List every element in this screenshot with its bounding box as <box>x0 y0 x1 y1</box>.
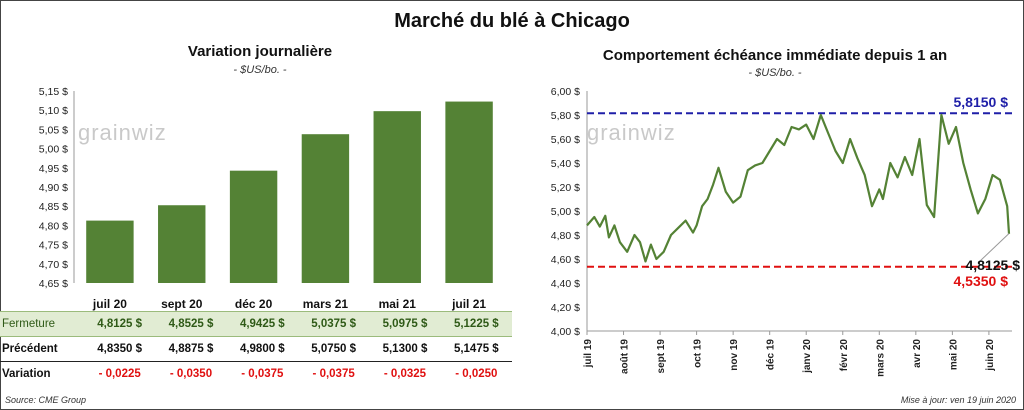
y-tick-label: 4,80 $ <box>551 230 580 242</box>
bar <box>86 220 134 283</box>
bar <box>158 205 206 283</box>
max-value-label: 5,8150 $ <box>954 94 1009 110</box>
x-tick-label: juin 20 <box>985 339 996 372</box>
right-chart-title: Comportement échéance immédiate depuis 1… <box>602 47 948 64</box>
prices-table: Fermeture 4,8125 $ 4,8525 $ 4,9425 $ 5,0… <box>0 311 512 386</box>
x-tick-label: juil 20 <box>92 297 127 311</box>
y-tick-label: 4,80 $ <box>39 220 68 232</box>
cell-value: - 0,0250 <box>440 361 512 386</box>
y-tick-label: 4,20 $ <box>551 302 580 314</box>
x-tick-label: mars 21 <box>303 297 349 311</box>
bar <box>301 134 350 283</box>
row-label: Précédent <box>2 343 58 355</box>
cell-value: - 0,0225 <box>84 361 156 386</box>
cell-value: 5,1475 $ <box>453 343 499 355</box>
watermark-logo: grainwiz <box>78 120 167 145</box>
cell-value: 5,1225 $ <box>440 311 512 337</box>
x-tick-label: févr 20 <box>839 339 850 372</box>
left-chart-title: Variation journalière <box>187 43 333 60</box>
x-tick-label: oct 19 <box>693 339 704 368</box>
y-tick-label: 4,90 $ <box>39 182 68 194</box>
update-note: Mise à jour: ven 19 juin 2020 <box>900 395 1016 405</box>
y-tick-label: 5,00 $ <box>551 206 580 218</box>
y-tick-label: 4,60 $ <box>551 254 580 266</box>
table-row-variation: Variation - 0,0225 - 0,0350 - 0,0375 - 0… <box>0 361 512 386</box>
left-chart-subtitle: - $US/bo. - <box>233 64 287 76</box>
y-tick-label: 4,85 $ <box>39 201 68 213</box>
x-tick-label: déc 19 <box>766 339 777 371</box>
cell-value: 5,0375 $ <box>297 311 370 337</box>
cell-value: - 0,0350 <box>155 361 227 386</box>
last-value-leader <box>978 233 1010 263</box>
y-tick-label: 4,40 $ <box>551 278 580 290</box>
cell-value: - 0,0325 <box>369 361 441 386</box>
min-value-label: 4,5350 $ <box>954 273 1009 289</box>
cell-value: 5,0975 $ <box>369 311 441 337</box>
x-tick-label: mai 21 <box>379 297 417 311</box>
line-chart: grainwiz 4,00 $ 4,20 $ 4,40 $ 4,60 $ 4,80 $ 5,… <box>551 86 1021 377</box>
bar <box>373 111 421 283</box>
x-tick-label: mars 20 <box>875 339 886 377</box>
y-tick-label: 6,00 $ <box>551 86 580 98</box>
table-row-fermeture: Fermeture 4,8125 $ 4,8525 $ 4,9425 $ 5,0… <box>0 311 512 337</box>
x-tick-label: avr 20 <box>912 339 923 368</box>
y-tick-label: 5,15 $ <box>39 86 68 98</box>
cell-value: 5,1300 $ <box>382 343 428 355</box>
row-label: Fermeture <box>0 311 84 337</box>
x-tick-label: déc 20 <box>235 297 273 311</box>
y-tick-label: 4,95 $ <box>39 163 68 175</box>
bar-chart: grainwiz 4,65 $ 4,70 $ 4,75 $ 4,80 $ 4,85 $ 4,… <box>39 86 493 311</box>
right-chart-subtitle: - $US/bo. - <box>748 67 802 79</box>
y-tick-label: 4,00 $ <box>551 326 580 338</box>
cell-value: 4,8875 $ <box>168 343 214 355</box>
cell-value: 4,8350 $ <box>97 343 143 355</box>
cell-value: 5,0750 $ <box>311 343 357 355</box>
x-tick-label: août 19 <box>620 339 631 374</box>
cell-value: 4,9800 $ <box>239 343 285 355</box>
price-line <box>586 113 1011 263</box>
cell-value: 4,8125 $ <box>84 311 156 337</box>
cell-value: - 0,0375 <box>297 361 370 386</box>
bar <box>445 101 493 283</box>
cell-value: 4,9425 $ <box>226 311 298 337</box>
y-tick-label: 5,00 $ <box>39 144 68 156</box>
x-tick-label: janv 20 <box>802 339 813 374</box>
cell-value: - 0,0375 <box>226 361 298 386</box>
y-tick-label: 5,10 $ <box>39 105 68 117</box>
x-tick-label: juil 21 <box>451 297 486 311</box>
y-tick-label: 4,75 $ <box>39 240 68 252</box>
x-tick-label: nov 19 <box>729 339 740 371</box>
cell-value: 4,8525 $ <box>155 311 227 337</box>
y-tick-label: 4,70 $ <box>39 259 68 271</box>
source-note: Source: CME Group <box>5 395 87 405</box>
y-tick-label: 5,60 $ <box>551 134 580 146</box>
x-tick-label: juil 19 <box>583 339 594 369</box>
main-title: Marché du blé à Chicago <box>394 10 630 32</box>
x-tick-label: sept 20 <box>161 297 203 311</box>
x-tick-label: sept 19 <box>656 339 667 374</box>
bar <box>229 170 278 283</box>
table-row-precedent: Précédent 4,8350 $ 4,8875 $ 4,9800 $ 5,0… <box>0 337 512 362</box>
y-tick-label: 5,40 $ <box>551 158 580 170</box>
row-label: Variation <box>0 361 84 386</box>
watermark-logo: grainwiz <box>587 120 676 145</box>
y-tick-label: 5,20 $ <box>551 182 580 194</box>
y-tick-label: 4,65 $ <box>39 278 68 290</box>
x-tick-label: mai 20 <box>948 339 959 371</box>
y-tick-label: 5,05 $ <box>39 124 68 136</box>
last-value-label: 4,8125 $ <box>966 257 1021 273</box>
y-tick-label: 5,80 $ <box>551 110 580 122</box>
